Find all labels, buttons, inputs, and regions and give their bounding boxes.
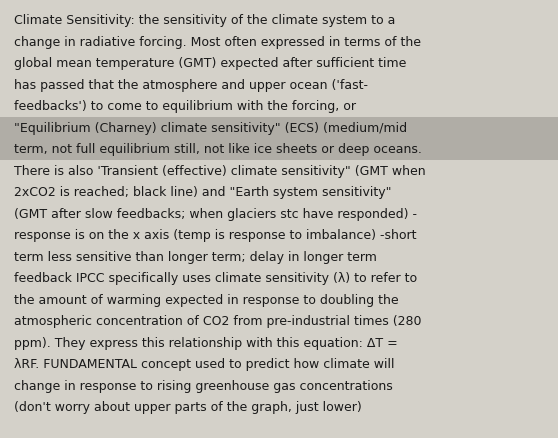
Text: There is also 'Transient (effective) climate sensitivity" (GMT when: There is also 'Transient (effective) cli… xyxy=(14,164,426,177)
Text: term, not full equilibrium still, not like ice sheets or deep oceans.: term, not full equilibrium still, not li… xyxy=(14,143,422,156)
Text: response is on the x axis (temp is response to imbalance) -short: response is on the x axis (temp is respo… xyxy=(14,229,416,242)
Text: change in response to rising greenhouse gas concentrations: change in response to rising greenhouse … xyxy=(14,379,393,392)
Text: λRF. FUNDAMENTAL concept used to predict how climate will: λRF. FUNDAMENTAL concept used to predict… xyxy=(14,357,395,371)
Text: feedback IPCC specifically uses climate sensitivity (λ) to refer to: feedback IPCC specifically uses climate … xyxy=(14,272,417,285)
Text: (don't worry about upper parts of the graph, just lower): (don't worry about upper parts of the gr… xyxy=(14,400,362,413)
Text: has passed that the atmosphere and upper ocean ('fast-: has passed that the atmosphere and upper… xyxy=(14,78,368,92)
Text: term less sensitive than longer term; delay in longer term: term less sensitive than longer term; de… xyxy=(14,250,377,263)
Text: "Equilibrium (Charney) climate sensitivity" (ECS) (medium/mid: "Equilibrium (Charney) climate sensitivi… xyxy=(14,121,407,134)
Bar xyxy=(0,139,558,160)
Text: 2xCO2 is reached; black line) and "Earth system sensitivity": 2xCO2 is reached; black line) and "Earth… xyxy=(14,186,392,199)
Text: change in radiative forcing. Most often expressed in terms of the: change in radiative forcing. Most often … xyxy=(14,35,421,49)
Text: global mean temperature (GMT) expected after sufficient time: global mean temperature (GMT) expected a… xyxy=(14,57,406,70)
Text: the amount of warming expected in response to doubling the: the amount of warming expected in respon… xyxy=(14,293,398,306)
Text: (GMT after slow feedbacks; when glaciers stc have responded) -: (GMT after slow feedbacks; when glaciers… xyxy=(14,207,417,220)
Text: feedbacks') to come to equilibrium with the forcing, or: feedbacks') to come to equilibrium with … xyxy=(14,100,356,113)
Bar xyxy=(0,117,558,139)
Text: ppm). They express this relationship with this equation: ΔT =: ppm). They express this relationship wit… xyxy=(14,336,398,349)
Text: atmospheric concentration of CO2 from pre-industrial times (280: atmospheric concentration of CO2 from pr… xyxy=(14,314,421,328)
Text: Climate Sensitivity: the sensitivity of the climate system to a: Climate Sensitivity: the sensitivity of … xyxy=(14,14,396,27)
